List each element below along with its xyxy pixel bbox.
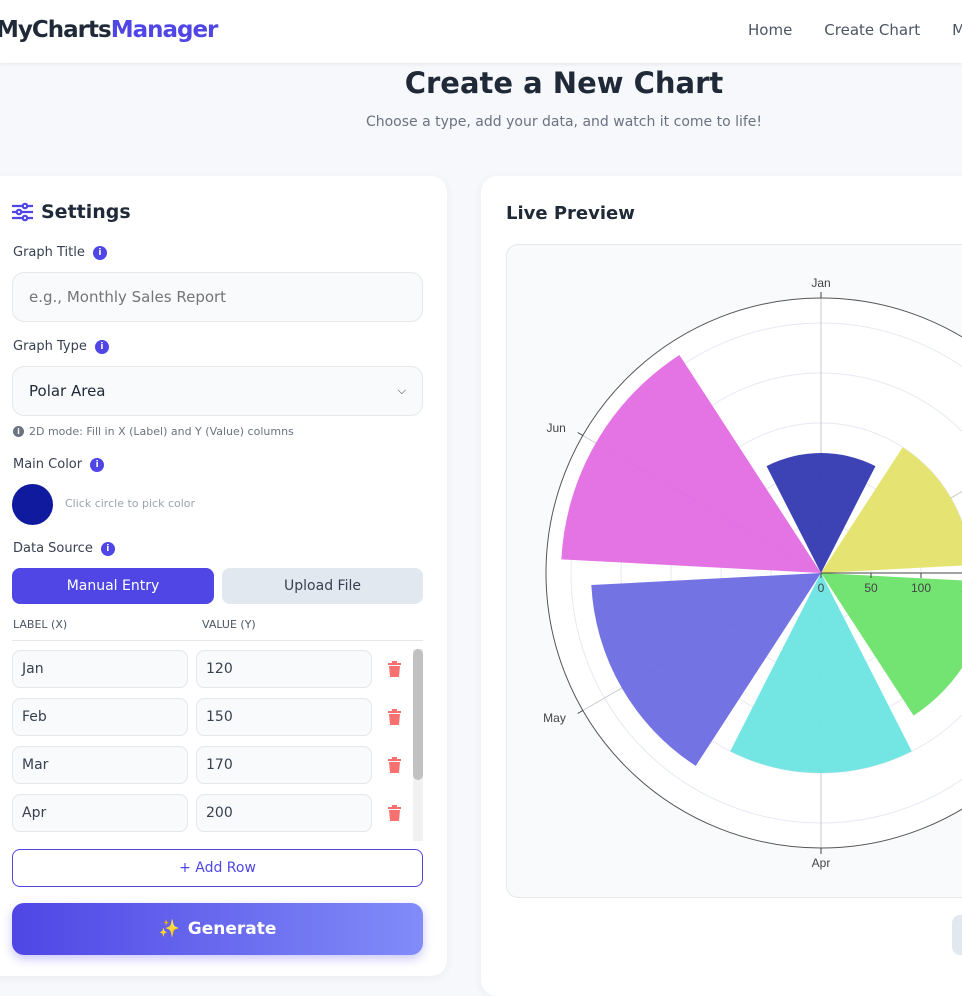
- info-icon[interactable]: i: [94, 339, 109, 354]
- column-header-value: VALUE (Y): [202, 618, 256, 631]
- graph-type-label: Graph Type: [13, 339, 87, 354]
- graph-title-label: Graph Title: [13, 245, 85, 260]
- divider: [12, 640, 423, 641]
- chart-container: 050100150200250JanFebMarAprMayJun: [506, 244, 962, 898]
- row-label-input[interactable]: Feb: [12, 698, 188, 736]
- nav-create-chart[interactable]: Create Chart: [824, 21, 921, 39]
- upload-file-tab[interactable]: Upload File: [222, 568, 423, 604]
- manual-entry-tab[interactable]: Manual Entry: [12, 568, 214, 604]
- radial-tick-label: 150: [961, 581, 962, 595]
- page-title: Create a New Chart: [404, 66, 724, 100]
- nav-more[interactable]: M: [952, 21, 962, 39]
- row-value-input[interactable]: 120: [196, 650, 372, 688]
- trash-icon[interactable]: [387, 804, 402, 821]
- info-icon[interactable]: i: [92, 245, 107, 260]
- graph-type-select[interactable]: Polar Area ⌵: [12, 366, 423, 416]
- chevron-down-icon: ⌵: [397, 384, 406, 397]
- graph-title-input[interactable]: [12, 272, 423, 322]
- preview-title: Live Preview: [506, 203, 635, 224]
- graph-type-value: Polar Area: [29, 382, 106, 400]
- row-label-input[interactable]: Mar: [12, 746, 188, 784]
- radial-tick-label: 0: [818, 581, 825, 595]
- info-icon[interactable]: i: [90, 457, 105, 472]
- color-hint: Click circle to pick color: [65, 497, 196, 510]
- download-button[interactable]: [952, 915, 962, 955]
- scrollbar-thumb[interactable]: [413, 649, 423, 780]
- magic-wand-icon: ✨: [158, 919, 180, 939]
- settings-title: Settings: [41, 201, 131, 223]
- mode-hint: 2D mode: Fill in X (Label) and Y (Value)…: [29, 425, 294, 438]
- radial-tick-label: 50: [864, 581, 878, 595]
- row-value-input[interactable]: 200: [196, 794, 372, 832]
- angular-tick-label: Jan: [811, 276, 830, 290]
- info-icon: i: [13, 426, 24, 437]
- generate-label: Generate: [187, 919, 277, 939]
- sliders-icon: [12, 202, 33, 222]
- settings-panel: Settings Graph Title i Graph Type i Polar …: [0, 176, 447, 976]
- logo[interactable]: MyChartsManager: [0, 17, 219, 43]
- polar-area-chart[interactable]: 050100150200250JanFebMarAprMayJun: [507, 245, 962, 898]
- data-source-label: Data Source: [13, 541, 93, 556]
- page-subtitle: Choose a type, add your data, and watch …: [365, 114, 763, 130]
- logo-text: MyCharts: [0, 17, 112, 43]
- color-picker-swatch[interactable]: [12, 484, 53, 525]
- info-icon[interactable]: i: [100, 541, 115, 556]
- add-row-button[interactable]: + Add Row: [12, 849, 423, 887]
- scrollbar-track[interactable]: [413, 649, 423, 841]
- angular-tick-label: May: [543, 711, 566, 725]
- trash-icon[interactable]: [387, 756, 402, 773]
- trash-icon[interactable]: [387, 708, 402, 725]
- row-value-input[interactable]: 150: [196, 698, 372, 736]
- trash-icon[interactable]: [387, 660, 402, 677]
- angular-tick: [577, 710, 584, 714]
- row-label-input[interactable]: Jan: [12, 650, 188, 688]
- preview-panel: Live Preview 050100150200250JanFebMarApr…: [481, 176, 962, 996]
- main-color-label: Main Color: [13, 457, 83, 472]
- nav-home[interactable]: Home: [748, 21, 793, 39]
- generate-button[interactable]: ✨ Generate: [12, 903, 423, 955]
- radial-tick-label: 100: [911, 581, 931, 595]
- angular-tick-label: Jun: [546, 421, 565, 435]
- polar-wedge-feb: [821, 447, 962, 573]
- logo-text-accent: Manager: [110, 17, 219, 43]
- row-label-input[interactable]: Apr: [12, 794, 188, 832]
- polar-wedge-may: [591, 573, 821, 766]
- angular-tick-label: Apr: [812, 856, 831, 870]
- settings-heading: Settings: [12, 201, 131, 223]
- column-header-label: LABEL (X): [13, 618, 68, 631]
- polar-wedge-jun: [561, 354, 821, 573]
- polar-wedge-apr: [730, 573, 912, 773]
- polar-wedge-mar: [821, 573, 962, 716]
- navbar: MyChartsManager Home Create Chart M: [0, 0, 962, 63]
- angular-tick: [577, 432, 584, 436]
- row-value-input[interactable]: 170: [196, 746, 372, 784]
- polar-wedge-jan: [766, 453, 876, 573]
